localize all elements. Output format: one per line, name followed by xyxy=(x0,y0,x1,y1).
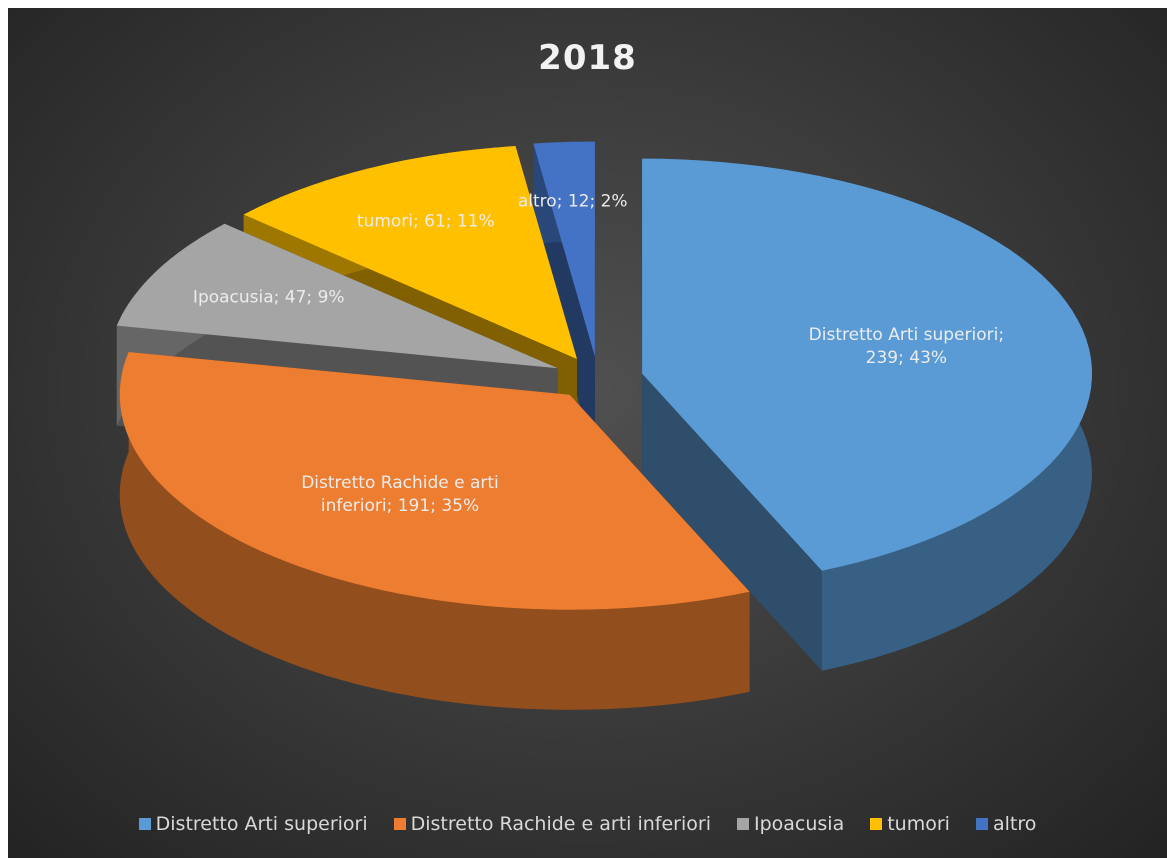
slice-outer-wall xyxy=(119,352,750,710)
legend-item: tumori xyxy=(870,813,950,835)
data-label: Ipoacusia; 47; 9% xyxy=(192,287,345,308)
chart-title: 2018 xyxy=(538,38,637,78)
legend-swatch xyxy=(393,818,406,830)
legend-swatch xyxy=(736,818,749,830)
legend-swatch xyxy=(975,818,988,830)
legend-item: altro xyxy=(975,813,1037,835)
slice-top xyxy=(642,158,1092,571)
legend-item: Ipoacusia xyxy=(736,813,845,835)
legend-item: Distretto Rachide e arti inferiori xyxy=(393,813,711,835)
slice-top xyxy=(533,141,595,357)
data-label: tumori; 61; 11% xyxy=(356,211,495,232)
slice-radial-wall xyxy=(642,373,822,671)
pie-area xyxy=(116,141,1092,710)
legend-label: Distretto Rachide e arti inferiori xyxy=(410,813,711,835)
data-label: Distretto Rachide e arti inferiori; 191;… xyxy=(301,473,499,517)
legend-label: Distretto Arti superiori xyxy=(155,813,368,835)
legend-item: Distretto Arti superiori xyxy=(138,813,368,835)
legend-swatch xyxy=(138,818,151,830)
slice-top xyxy=(119,352,750,610)
legend-label: tumori xyxy=(887,813,950,835)
legend: Distretto Arti superiori Distretto Rachid… xyxy=(8,813,1167,835)
slice xyxy=(119,352,750,710)
legend-label: Ipoacusia xyxy=(753,813,845,835)
slice xyxy=(642,158,1092,671)
legend-label: altro xyxy=(992,813,1037,835)
data-label: altro; 12; 2% xyxy=(517,191,628,212)
legend-swatch xyxy=(870,818,883,830)
slice-top xyxy=(243,146,577,359)
slice-top xyxy=(116,223,558,369)
data-label: Distretto Arti superiori; 239; 43% xyxy=(808,325,1005,369)
chart: 2018 Distretto Arti superiori; 239; 43% D… xyxy=(8,8,1167,858)
